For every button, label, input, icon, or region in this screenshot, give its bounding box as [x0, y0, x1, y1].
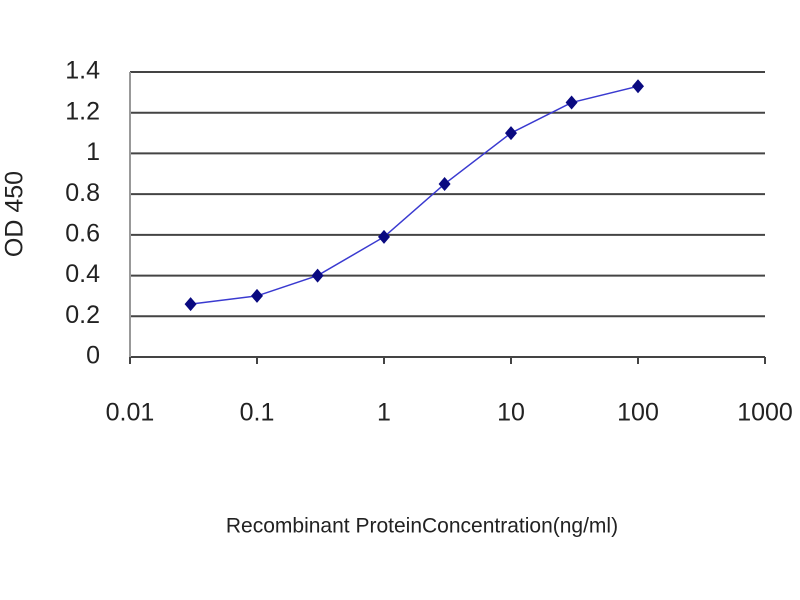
x-tick-label: 0.01 [106, 399, 155, 427]
x-tick-label: 1000 [737, 399, 793, 427]
y-tick-label: 1.4 [65, 57, 100, 85]
marker [632, 79, 644, 94]
marker [251, 288, 263, 303]
y-tick-label: 0.4 [65, 260, 100, 288]
y-tick-label: 1.2 [65, 97, 100, 125]
x-tick-label: 0.1 [240, 399, 275, 427]
y-tick-label: 1 [86, 138, 100, 166]
x-axis-label: Recombinant ProteinConcentration(ng/ml) [226, 515, 618, 538]
y-tick-label: 0.2 [65, 301, 100, 329]
series-line [190, 85, 639, 305]
marker [565, 95, 578, 110]
x-tick-label: 100 [617, 399, 659, 427]
y-tick-label: 0 [86, 342, 100, 370]
marker [311, 268, 324, 283]
y-tick-label: 0.8 [65, 179, 100, 207]
x-tick-label: 10 [497, 399, 525, 427]
x-tick-label: 1 [377, 399, 391, 427]
marker [505, 126, 517, 141]
marker [438, 176, 451, 191]
y-tick-label: 0.6 [65, 219, 100, 247]
marker [184, 297, 197, 312]
marker [378, 229, 390, 244]
y-axis-label: OD 450 [1, 171, 29, 257]
